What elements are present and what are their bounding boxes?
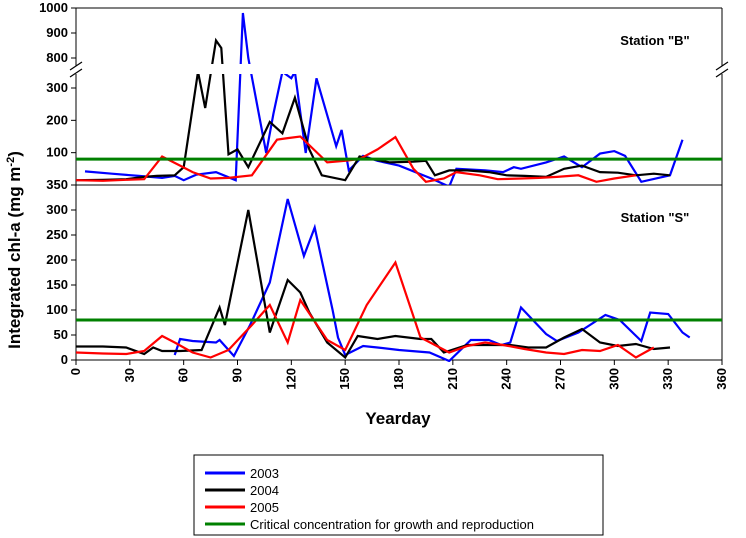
x-tick-label: 90 — [230, 368, 245, 382]
y-axis-title: Integrated chl-a (mg m-2) — [5, 151, 24, 349]
series-line-2004 — [76, 209, 671, 360]
x-tick-label: 270 — [553, 368, 568, 390]
legend: 2003 2004 2005 Critical concentration for g… — [193, 454, 604, 536]
x-tick-label: 300 — [606, 368, 621, 390]
y-tick-label: 350 — [46, 177, 68, 192]
bottom-panel-series — [76, 198, 722, 362]
top-panel-y-ticks: 100 200 300 800 900 1000 — [39, 0, 76, 160]
x-tick-label: 330 — [660, 368, 675, 390]
station-b-label: Station "B" — [620, 33, 689, 48]
x-tick-label: 150 — [337, 368, 352, 390]
top-panel-series — [76, 12, 722, 185]
legend-box — [193, 454, 604, 536]
x-tick-label: 240 — [499, 368, 514, 390]
x-tick-label: 210 — [445, 368, 460, 390]
x-tick-label: 180 — [391, 368, 406, 390]
x-tick-label: 30 — [122, 368, 137, 382]
y-tick-label: 1000 — [39, 0, 68, 15]
y-tick-label: 100 — [46, 145, 68, 160]
series-line-2003 — [84, 74, 684, 185]
bottom-panel: 0 50 100 150 200 250 300 350 0 30 60 90 120 150 180 210… — [46, 177, 729, 390]
y-tick-label: 900 — [46, 25, 68, 40]
series-line-2005 — [76, 260, 655, 359]
series-line-2003 — [173, 198, 691, 362]
legend-label: 2004 — [250, 483, 279, 498]
bottom-panel-ticks: 0 50 100 150 200 250 300 350 0 30 60 90 120 150 180 210… — [46, 177, 729, 390]
axis-break-right — [715, 61, 729, 78]
y-tick-label: 800 — [46, 50, 68, 65]
legend-label: 2005 — [250, 500, 279, 515]
station-s-label: Station "S" — [621, 210, 690, 225]
x-tick-label: 0 — [68, 368, 83, 375]
x-tick-label: 360 — [714, 368, 729, 390]
x-axis-title: Yearday — [365, 409, 431, 428]
y-tick-label: 300 — [46, 80, 68, 95]
x-tick-label: 60 — [176, 368, 191, 382]
y-tick-label: 250 — [46, 227, 68, 242]
y-tick-label: 50 — [54, 327, 68, 342]
y-tick-label: 0 — [61, 352, 68, 367]
x-tick-label: 120 — [283, 368, 298, 390]
top-panel: 100 200 300 800 900 1000 Station "B" — [39, 0, 729, 185]
series-line-2004 — [76, 74, 671, 182]
axis-break-left — [69, 61, 83, 78]
y-tick-label: 200 — [46, 252, 68, 267]
legend-label: 2003 — [250, 466, 279, 481]
y-tick-label: 150 — [46, 277, 68, 292]
y-tick-label: 300 — [46, 202, 68, 217]
y-tick-label: 200 — [46, 112, 68, 127]
y-tick-label: 100 — [46, 302, 68, 317]
legend-label: Critical concentration for growth and re… — [250, 517, 534, 532]
